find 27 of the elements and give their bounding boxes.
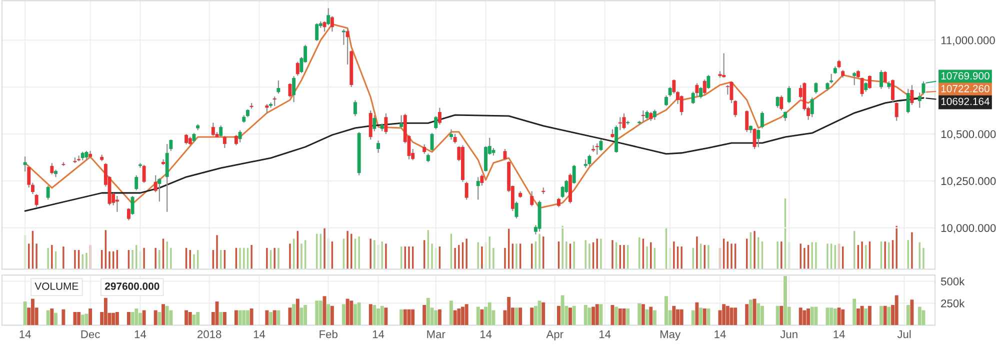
x-tick-label: 14 (254, 330, 266, 338)
annotation: 297600.000 (104, 282, 160, 290)
x-tick-label: 2018 (198, 330, 222, 338)
annotation: 10692.164 (941, 98, 990, 106)
x-tick-label: Jul (897, 330, 911, 338)
x-tick-label: Apr (546, 330, 564, 340)
y-tick-label: 11,000.000 (941, 36, 995, 46)
y-tick-label: 250k (941, 299, 965, 308)
x-tick-label: 14 (834, 330, 845, 338)
x-tick-label: 14 (20, 330, 31, 338)
x-tick-label: 14 (599, 330, 611, 338)
y-tick-label: 10,000.000 (941, 224, 996, 234)
x-tick-label: Feb (320, 330, 338, 338)
x-tick-label: Jun (780, 330, 798, 338)
x-tick-label: 14 (714, 330, 726, 338)
x-tick-label: 14 (372, 330, 384, 338)
annotation: 10722.260 (941, 84, 990, 92)
annotation: VOLUME (34, 282, 78, 290)
annotation: 10769.900 (941, 72, 990, 80)
y-tick-label: 10,250.000 (941, 177, 996, 186)
x-tick-label: Dec (81, 330, 100, 338)
y-tick-label: 10,500.000 (941, 130, 996, 140)
y-tick-label: 500k (941, 277, 965, 286)
x-tick-label: May (660, 330, 681, 340)
x-tick-label: Mar (427, 330, 446, 338)
x-tick-label: 14 (480, 330, 492, 338)
x-tick-label: 14 (134, 330, 146, 338)
